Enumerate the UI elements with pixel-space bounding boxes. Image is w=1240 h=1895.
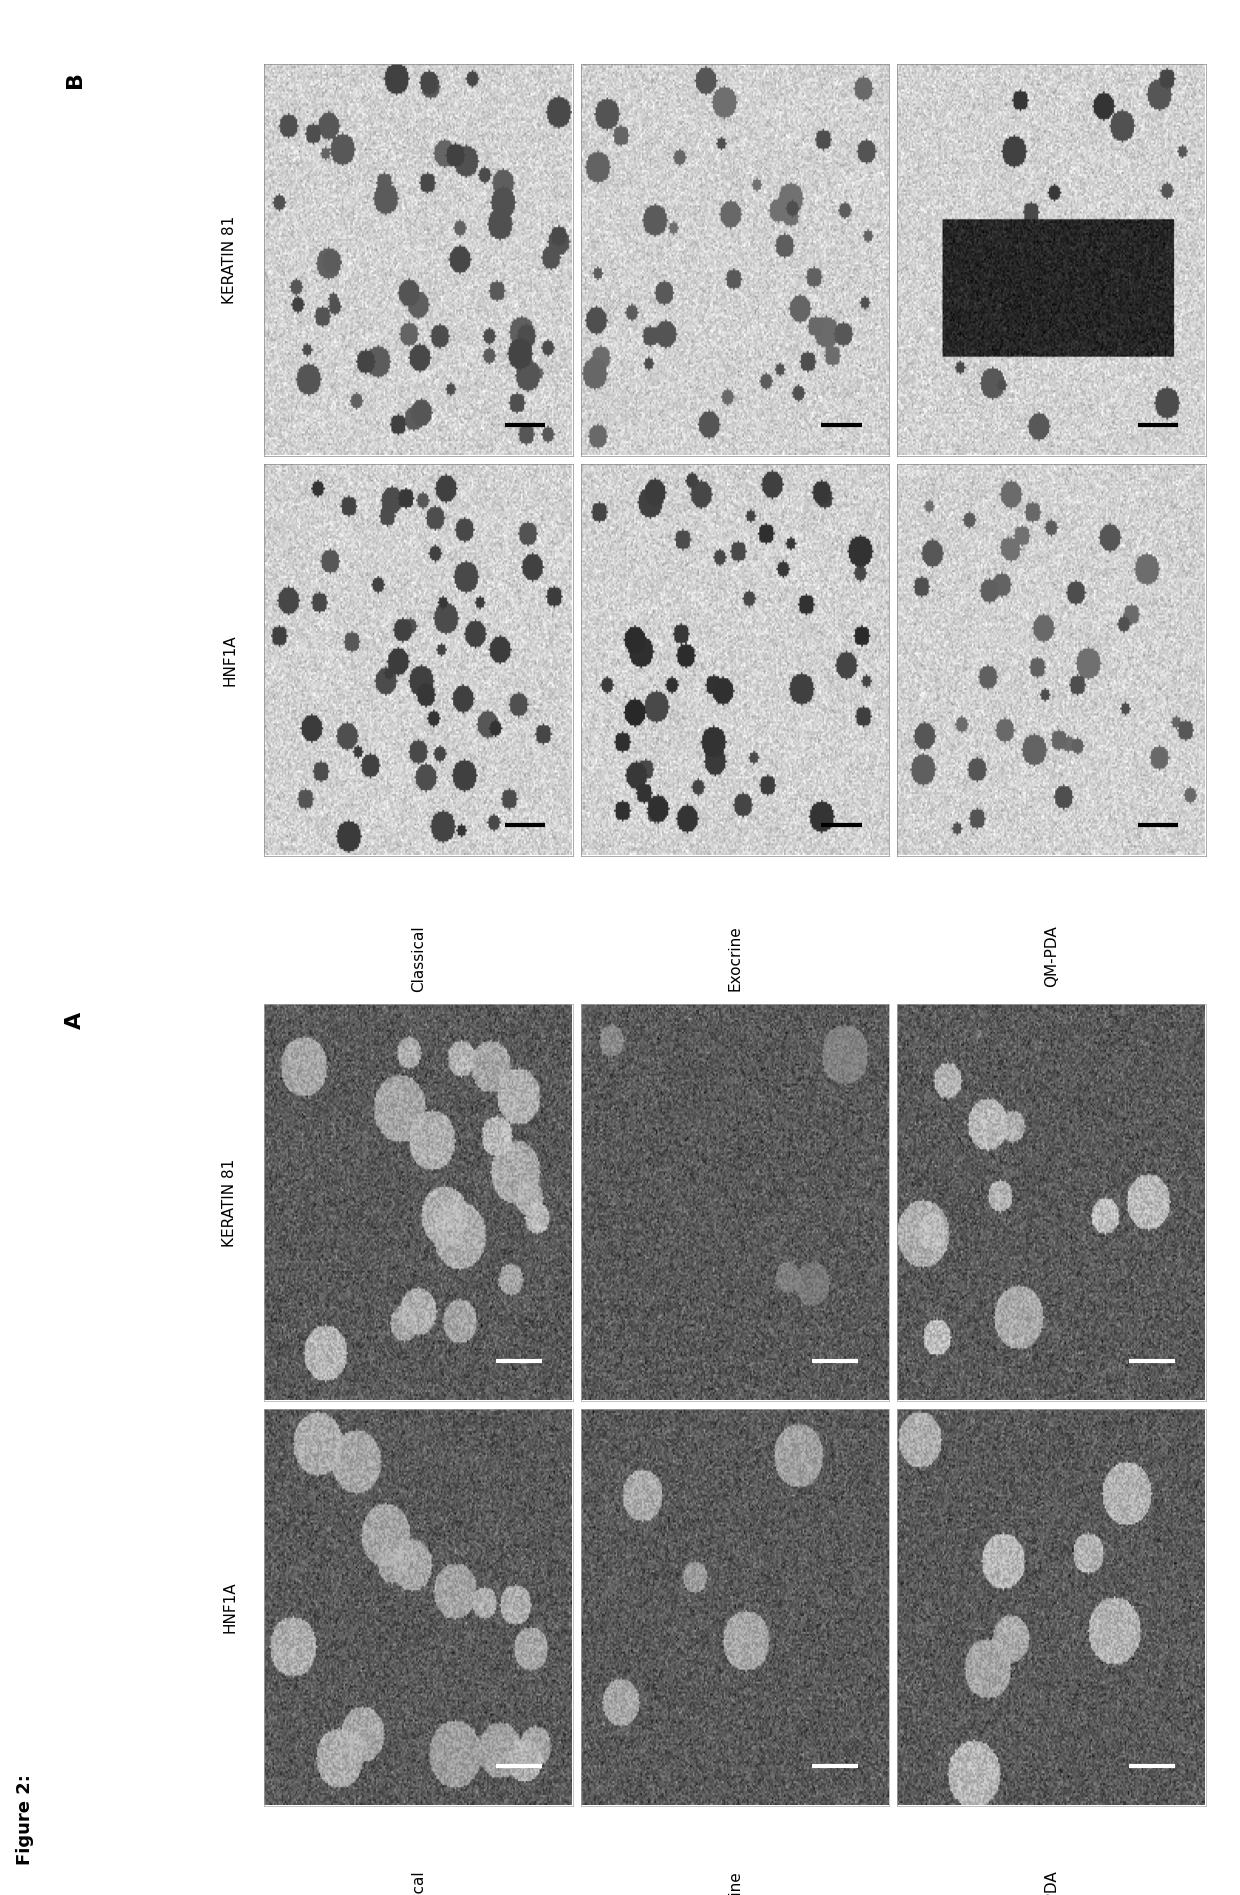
- Text: QM-PDA: QM-PDA: [1044, 1870, 1059, 1895]
- Text: Classical: Classical: [410, 1870, 425, 1895]
- Text: Exocrine: Exocrine: [728, 1870, 743, 1895]
- Text: HNF1A: HNF1A: [222, 635, 238, 686]
- Text: KERATIN 81: KERATIN 81: [222, 216, 238, 303]
- Text: Figure 2:: Figure 2:: [16, 1774, 33, 1865]
- Text: QM-PDA: QM-PDA: [1044, 925, 1059, 987]
- Text: A: A: [64, 1012, 86, 1029]
- Text: B: B: [64, 72, 86, 89]
- Text: HNF1A: HNF1A: [222, 1582, 238, 1633]
- Text: KERATIN 81: KERATIN 81: [222, 1158, 238, 1247]
- Text: Classical: Classical: [410, 925, 425, 991]
- Text: Exocrine: Exocrine: [728, 925, 743, 991]
